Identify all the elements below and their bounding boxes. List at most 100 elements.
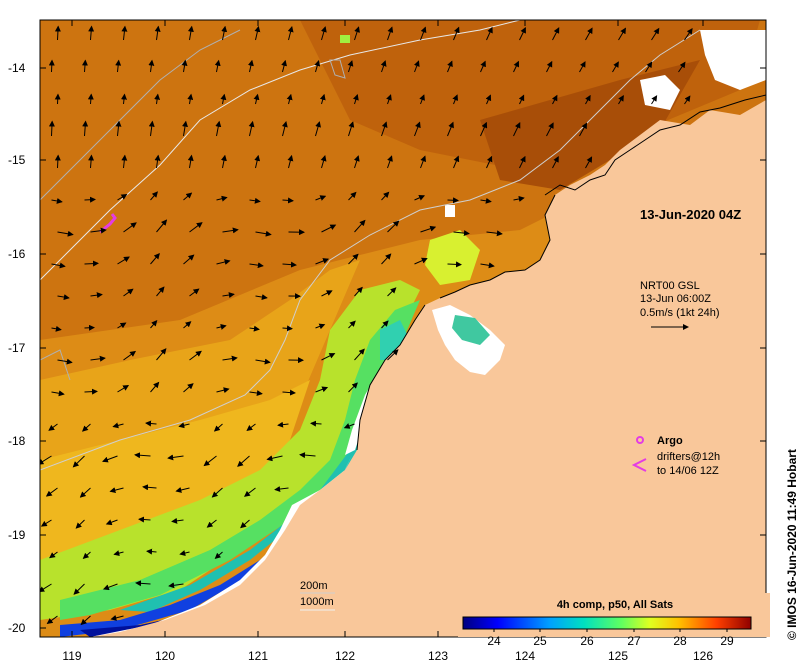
current-arrow: [72, 455, 85, 468]
current-arrow: [178, 422, 190, 429]
current-arrow: [102, 583, 118, 591]
current-arrow: [420, 26, 427, 41]
current-arrow: [354, 219, 366, 233]
current-arrow: [156, 286, 165, 297]
current-arrow: [187, 93, 194, 105]
current-arrow: [348, 121, 355, 137]
current-arrow: [80, 615, 91, 626]
current-arrow: [453, 230, 470, 237]
current-arrow: [220, 93, 227, 105]
current-arrow: [90, 292, 103, 299]
y-tick-label: -19: [8, 528, 26, 542]
current-arrow: [299, 452, 316, 459]
current-arrow: [414, 195, 426, 201]
current-arrow: [651, 27, 660, 41]
current-arrow: [518, 94, 525, 105]
current-arrow: [480, 197, 492, 204]
current-arrow: [447, 121, 454, 137]
current-arrow: [552, 27, 560, 41]
current-arrow: [148, 120, 155, 137]
current-arrow: [513, 122, 521, 137]
drifter-marker-icon: [631, 458, 647, 472]
current-arrow: [115, 59, 122, 73]
current-arrow: [519, 155, 526, 169]
current-arrow: [353, 155, 360, 169]
current-arrow: [87, 93, 94, 105]
current-product-label: NRT00 GSL: [640, 280, 700, 292]
current-arrow: [150, 381, 160, 393]
current-arrow: [314, 59, 321, 73]
current-arrow: [46, 615, 58, 625]
plot-frame: [39, 19, 767, 638]
current-arrow: [414, 121, 421, 137]
current-arrow: [266, 455, 283, 462]
current-arrow: [121, 25, 128, 41]
current-arrow: [183, 321, 192, 329]
current-arrow: [281, 120, 288, 137]
colorbar-tick-label: 26: [580, 634, 594, 648]
current-arrow: [414, 257, 428, 265]
current-arrow: [40, 583, 52, 593]
current-arrow: [88, 25, 95, 41]
current-arrow: [134, 452, 151, 459]
current-arrow: [249, 325, 260, 332]
current-arrow: [321, 224, 337, 233]
y-tick-label: -14: [8, 61, 26, 75]
current-arrow: [353, 93, 359, 105]
current-arrow: [183, 254, 195, 265]
isobath-1000m: [40, 20, 521, 281]
current-arrow: [117, 322, 127, 329]
current-arrow: [546, 60, 553, 73]
current-arrow: [286, 93, 293, 105]
isobath-200m: [40, 29, 701, 471]
current-arrow: [254, 25, 261, 41]
current-arrow: [150, 320, 158, 329]
current-arrow: [315, 323, 326, 330]
current-arrow: [123, 222, 137, 233]
colorbar-tick-label: 24: [487, 634, 501, 648]
land-mass: [90, 100, 766, 637]
current-arrow: [51, 390, 65, 397]
x-tick-label: 121: [248, 649, 268, 663]
current-arrow: [222, 355, 238, 362]
current-arrow: [216, 259, 231, 265]
x-tick-label: 125: [608, 649, 628, 663]
current-arrow: [447, 60, 453, 73]
current-arrow: [420, 155, 426, 169]
current-arrow: [117, 256, 130, 265]
current-arrow: [79, 487, 91, 498]
current-arrow: [246, 423, 256, 432]
current-arrow: [486, 26, 493, 41]
current-arrow: [211, 487, 223, 498]
current-arrow: [386, 94, 392, 105]
colorbar-panel: [458, 593, 770, 637]
current-arrow: [206, 519, 217, 528]
current-arrow: [138, 516, 151, 523]
current-arrow: [255, 358, 271, 365]
current-arrow: [237, 455, 250, 467]
current-arrow: [319, 93, 326, 105]
current-arrow: [618, 94, 624, 105]
current-arrow: [249, 390, 263, 397]
colorbar-scale: [462, 616, 752, 630]
x-tick-label: 124: [515, 649, 535, 663]
current-arrow: [480, 121, 488, 137]
current-arrow: [123, 350, 137, 361]
current-arrow: [115, 120, 122, 137]
current-arrow: [203, 455, 217, 467]
current-arrow: [117, 194, 128, 201]
current-arrow: [315, 258, 330, 265]
current-arrow: [88, 154, 95, 169]
current-arrow: [57, 230, 74, 237]
current-arrow: [485, 94, 492, 105]
current-scale-label: 0.5m/s (1kt 24h): [640, 307, 719, 319]
current-arrow: [121, 93, 127, 105]
current-arrow: [215, 120, 222, 137]
current-arrow: [48, 59, 55, 73]
current-arrow: [90, 227, 107, 234]
current-arrow: [48, 423, 58, 431]
current-arrow: [684, 28, 693, 41]
current-arrow: [255, 294, 268, 301]
current-arrow: [254, 154, 261, 169]
current-arrow: [320, 155, 327, 169]
